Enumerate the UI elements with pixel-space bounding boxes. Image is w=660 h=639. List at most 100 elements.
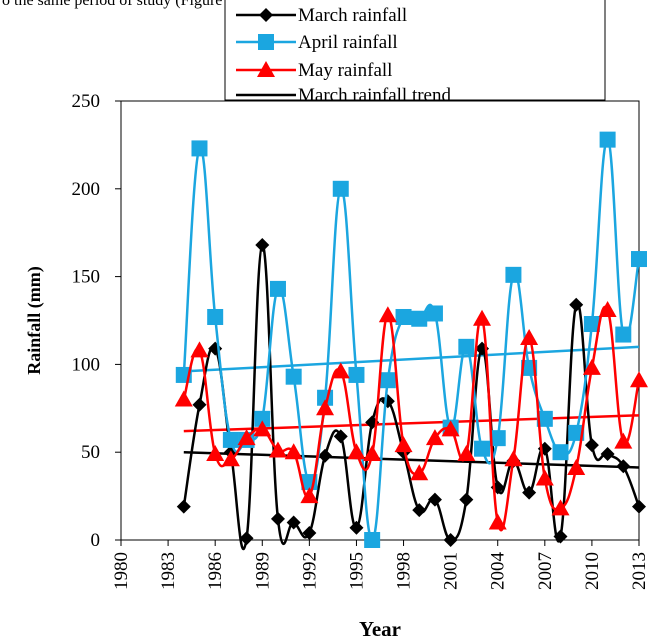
data-point — [489, 430, 506, 447]
data-point — [630, 371, 648, 388]
data-point — [567, 459, 586, 476]
data-point — [600, 446, 615, 461]
x-tick-label: 2013 — [629, 552, 650, 590]
data-point — [582, 358, 601, 375]
data-point — [268, 441, 287, 458]
data-point — [284, 443, 303, 460]
data-point — [174, 390, 193, 407]
legend-label: March rainfall — [298, 5, 407, 26]
data-point — [302, 525, 317, 540]
data-point — [270, 511, 285, 526]
data-point — [206, 444, 225, 461]
data-point — [427, 492, 442, 507]
x-tick-label: 1980 — [111, 552, 132, 590]
data-point — [192, 397, 207, 412]
series-trend-line — [183, 450, 640, 469]
data-point — [410, 464, 429, 481]
data-point — [552, 444, 569, 461]
data-point — [426, 305, 443, 322]
data-point — [474, 440, 491, 457]
data-point — [631, 251, 647, 268]
data-point — [520, 329, 539, 346]
data-point — [615, 326, 632, 343]
caption-fragment: o the same period of study (Figure 3). — [2, 0, 244, 9]
y-tick-label: 50 — [81, 442, 100, 463]
data-point — [535, 469, 554, 486]
data-point — [458, 338, 475, 355]
data-point — [380, 394, 395, 409]
data-point — [222, 431, 239, 448]
data-point — [176, 499, 191, 514]
data-point — [237, 429, 256, 446]
y-tick-label: 200 — [72, 179, 101, 200]
data-point — [551, 499, 570, 516]
x-tick-label: 2001 — [441, 552, 462, 590]
data-point — [254, 410, 271, 427]
data-point — [504, 450, 523, 467]
data-point — [614, 432, 633, 449]
data-point — [331, 362, 350, 379]
data-point — [191, 140, 208, 157]
x-tick-label: 1989 — [252, 552, 273, 590]
data-point — [269, 280, 286, 297]
data-point — [347, 443, 366, 460]
data-point — [443, 533, 458, 547]
data-point — [394, 436, 413, 453]
data-point — [536, 410, 553, 427]
data-point — [599, 131, 616, 148]
data-point — [412, 503, 427, 518]
series-line-march-rainfall — [182, 243, 641, 550]
data-point — [333, 429, 348, 444]
data-point — [364, 532, 381, 548]
series-line-april-rainfall — [182, 138, 641, 542]
data-point — [190, 341, 209, 358]
y-tick-label: 100 — [72, 354, 101, 375]
data-point — [598, 300, 617, 317]
x-tick-label: 2010 — [582, 552, 603, 590]
data-point — [569, 297, 584, 312]
data-point — [239, 531, 254, 546]
data-point — [583, 316, 600, 333]
legend-marker — [257, 61, 275, 77]
data-point — [363, 444, 382, 461]
data-point — [553, 529, 568, 544]
data-point — [632, 499, 646, 514]
data-point — [286, 515, 301, 530]
data-point — [348, 366, 365, 383]
data-point — [253, 420, 272, 437]
data-point — [285, 368, 302, 385]
legend-marker — [259, 8, 273, 22]
data-point — [584, 438, 599, 453]
data-point — [473, 309, 492, 326]
x-tick-label: 1983 — [158, 552, 179, 590]
x-tick-label: 1995 — [346, 552, 367, 590]
data-point — [522, 485, 537, 500]
legend-marker — [258, 34, 274, 50]
x-tick-label: 2007 — [535, 552, 556, 590]
data-point — [457, 444, 476, 461]
data-point — [316, 399, 335, 416]
data-point — [395, 308, 412, 325]
y-tick-label: 150 — [72, 267, 101, 288]
data-point — [221, 450, 240, 467]
data-point — [379, 372, 396, 389]
data-point — [505, 266, 522, 283]
data-point — [488, 513, 507, 530]
data-point — [616, 459, 631, 474]
x-axis-title: Year — [359, 617, 401, 639]
legend-label: March rainfall trend — [298, 85, 451, 106]
legend-label: May rainfall — [298, 60, 392, 81]
x-tick-label: 1992 — [299, 552, 320, 590]
x-tick-label: 1998 — [394, 552, 415, 590]
data-point — [441, 420, 460, 437]
y-axis-title: Rainfall (mm) — [24, 266, 45, 374]
data-point — [332, 180, 349, 197]
x-tick-label: 2004 — [488, 552, 509, 591]
data-point — [568, 424, 585, 441]
series-layer — [174, 131, 648, 550]
trend-line — [183, 345, 640, 373]
y-tick-label: 0 — [91, 530, 101, 551]
data-point — [459, 492, 474, 507]
legend-label: April rainfall — [298, 32, 398, 53]
data-point — [255, 237, 270, 252]
